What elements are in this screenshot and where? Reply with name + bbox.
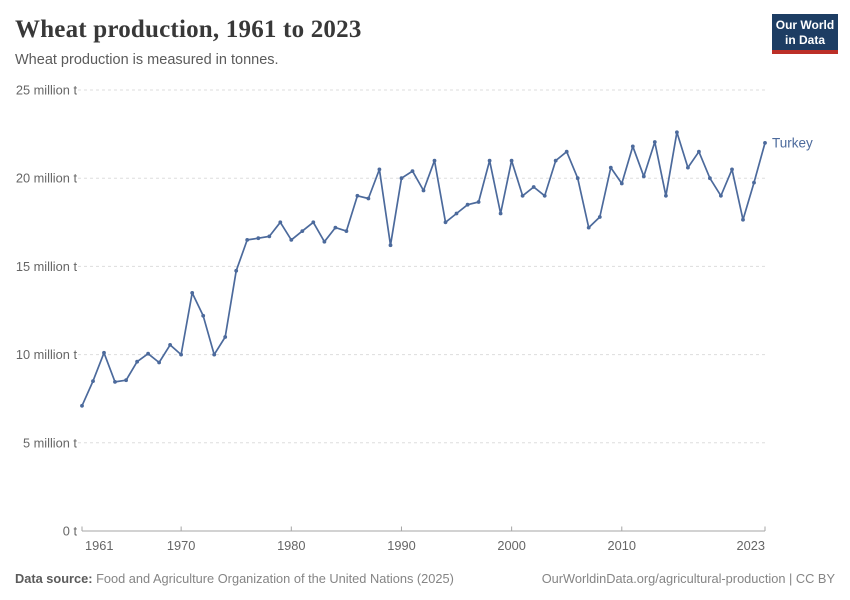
data-point[interactable] — [553, 158, 558, 163]
owid-logo-text: Our World in Data — [772, 14, 838, 50]
y-axis-label: 5 million t — [23, 435, 77, 450]
data-point[interactable] — [421, 188, 426, 193]
x-axis-label: 2000 — [497, 538, 525, 553]
data-point[interactable] — [686, 165, 690, 170]
data-point[interactable] — [697, 149, 701, 154]
x-axis-label: 1980 — [277, 538, 305, 553]
data-point[interactable] — [465, 202, 470, 207]
data-point[interactable] — [322, 239, 327, 244]
data-point[interactable] — [256, 236, 261, 241]
data-point[interactable] — [91, 379, 95, 383]
data-point[interactable] — [278, 220, 283, 225]
data-point[interactable] — [719, 193, 723, 198]
y-axis-label: 15 million t — [16, 259, 78, 274]
data-point[interactable] — [476, 200, 481, 204]
data-point[interactable] — [741, 217, 745, 222]
data-point[interactable] — [597, 215, 602, 219]
data-point[interactable] — [454, 211, 459, 216]
y-axis-label: 10 million t — [16, 347, 78, 362]
data-point[interactable] — [542, 193, 547, 198]
line-series-turkey[interactable] — [81, 131, 766, 407]
data-source-note: Data source: Food and Agriculture Organi… — [15, 571, 454, 586]
data-point[interactable] — [664, 193, 668, 198]
data-point[interactable] — [267, 234, 272, 239]
data-point[interactable] — [630, 144, 635, 149]
data-point[interactable] — [752, 180, 756, 185]
data-point[interactable] — [113, 380, 117, 384]
data-point[interactable] — [146, 351, 151, 356]
data-point[interactable] — [355, 193, 360, 198]
data-point[interactable] — [641, 174, 646, 179]
data-point[interactable] — [179, 352, 184, 357]
data-point[interactable] — [763, 141, 767, 145]
data-point[interactable] — [377, 167, 382, 172]
data-source-text: Food and Agriculture Organization of the… — [92, 571, 454, 586]
data-point[interactable] — [80, 403, 84, 408]
owid-logo-line1: Our World — [775, 18, 835, 32]
data-source-label: Data source: — [15, 571, 93, 586]
data-point[interactable] — [366, 196, 371, 201]
y-axis-label: 0 t — [63, 524, 78, 539]
data-point[interactable] — [498, 211, 503, 216]
data-point[interactable] — [675, 130, 679, 135]
data-point[interactable] — [509, 158, 514, 163]
x-axis-label: 2023 — [737, 538, 765, 553]
data-point[interactable] — [487, 158, 492, 163]
owid-logo-redbar — [772, 50, 838, 54]
y-axis-label: 25 million t — [16, 83, 78, 98]
data-point[interactable] — [399, 176, 404, 181]
x-axis-label: 1961 — [85, 538, 113, 553]
data-point[interactable] — [157, 360, 162, 365]
entity-label[interactable]: Turkey — [772, 135, 813, 150]
chart-title: Wheat production, 1961 to 2023 — [15, 16, 362, 43]
data-point[interactable] — [333, 225, 338, 230]
data-point[interactable] — [135, 359, 140, 364]
data-point[interactable] — [245, 238, 250, 242]
data-point[interactable] — [388, 243, 393, 248]
data-point[interactable] — [234, 268, 239, 273]
data-point[interactable] — [201, 313, 206, 318]
data-point[interactable] — [652, 140, 657, 144]
y-axis-label: 20 million t — [16, 171, 78, 186]
data-point[interactable] — [586, 225, 591, 230]
data-point[interactable] — [708, 176, 712, 181]
data-point[interactable] — [168, 343, 173, 347]
data-point[interactable] — [212, 352, 217, 357]
data-point[interactable] — [564, 149, 569, 154]
data-point[interactable] — [608, 165, 613, 170]
x-axis-label: 2010 — [608, 538, 636, 553]
data-point[interactable] — [432, 158, 437, 163]
chart-subtitle: Wheat production is measured in tonnes. — [15, 52, 279, 68]
data-point[interactable] — [344, 229, 349, 234]
data-point[interactable] — [619, 181, 624, 186]
owid-logo[interactable]: Our World in Data — [772, 14, 838, 54]
x-axis-label: 1970 — [167, 538, 195, 553]
data-point[interactable] — [289, 238, 294, 242]
owid-logo-line2: in Data — [784, 33, 825, 47]
chart-footer: Data source: Food and Agriculture Organi… — [15, 571, 835, 586]
data-point[interactable] — [124, 378, 128, 383]
attribution-note[interactable]: OurWorldinData.org/agricultural-producti… — [541, 571, 835, 586]
data-point[interactable] — [443, 220, 448, 225]
data-point[interactable] — [300, 229, 305, 234]
data-point[interactable] — [223, 335, 228, 339]
data-point[interactable] — [575, 176, 580, 181]
data-point[interactable] — [190, 291, 195, 295]
data-point[interactable] — [311, 220, 316, 225]
data-point[interactable] — [102, 350, 106, 355]
data-point[interactable] — [520, 193, 525, 198]
x-axis-label: 1990 — [387, 538, 415, 553]
data-point[interactable] — [531, 185, 536, 189]
data-point[interactable] — [730, 167, 734, 172]
data-point[interactable] — [410, 169, 415, 174]
